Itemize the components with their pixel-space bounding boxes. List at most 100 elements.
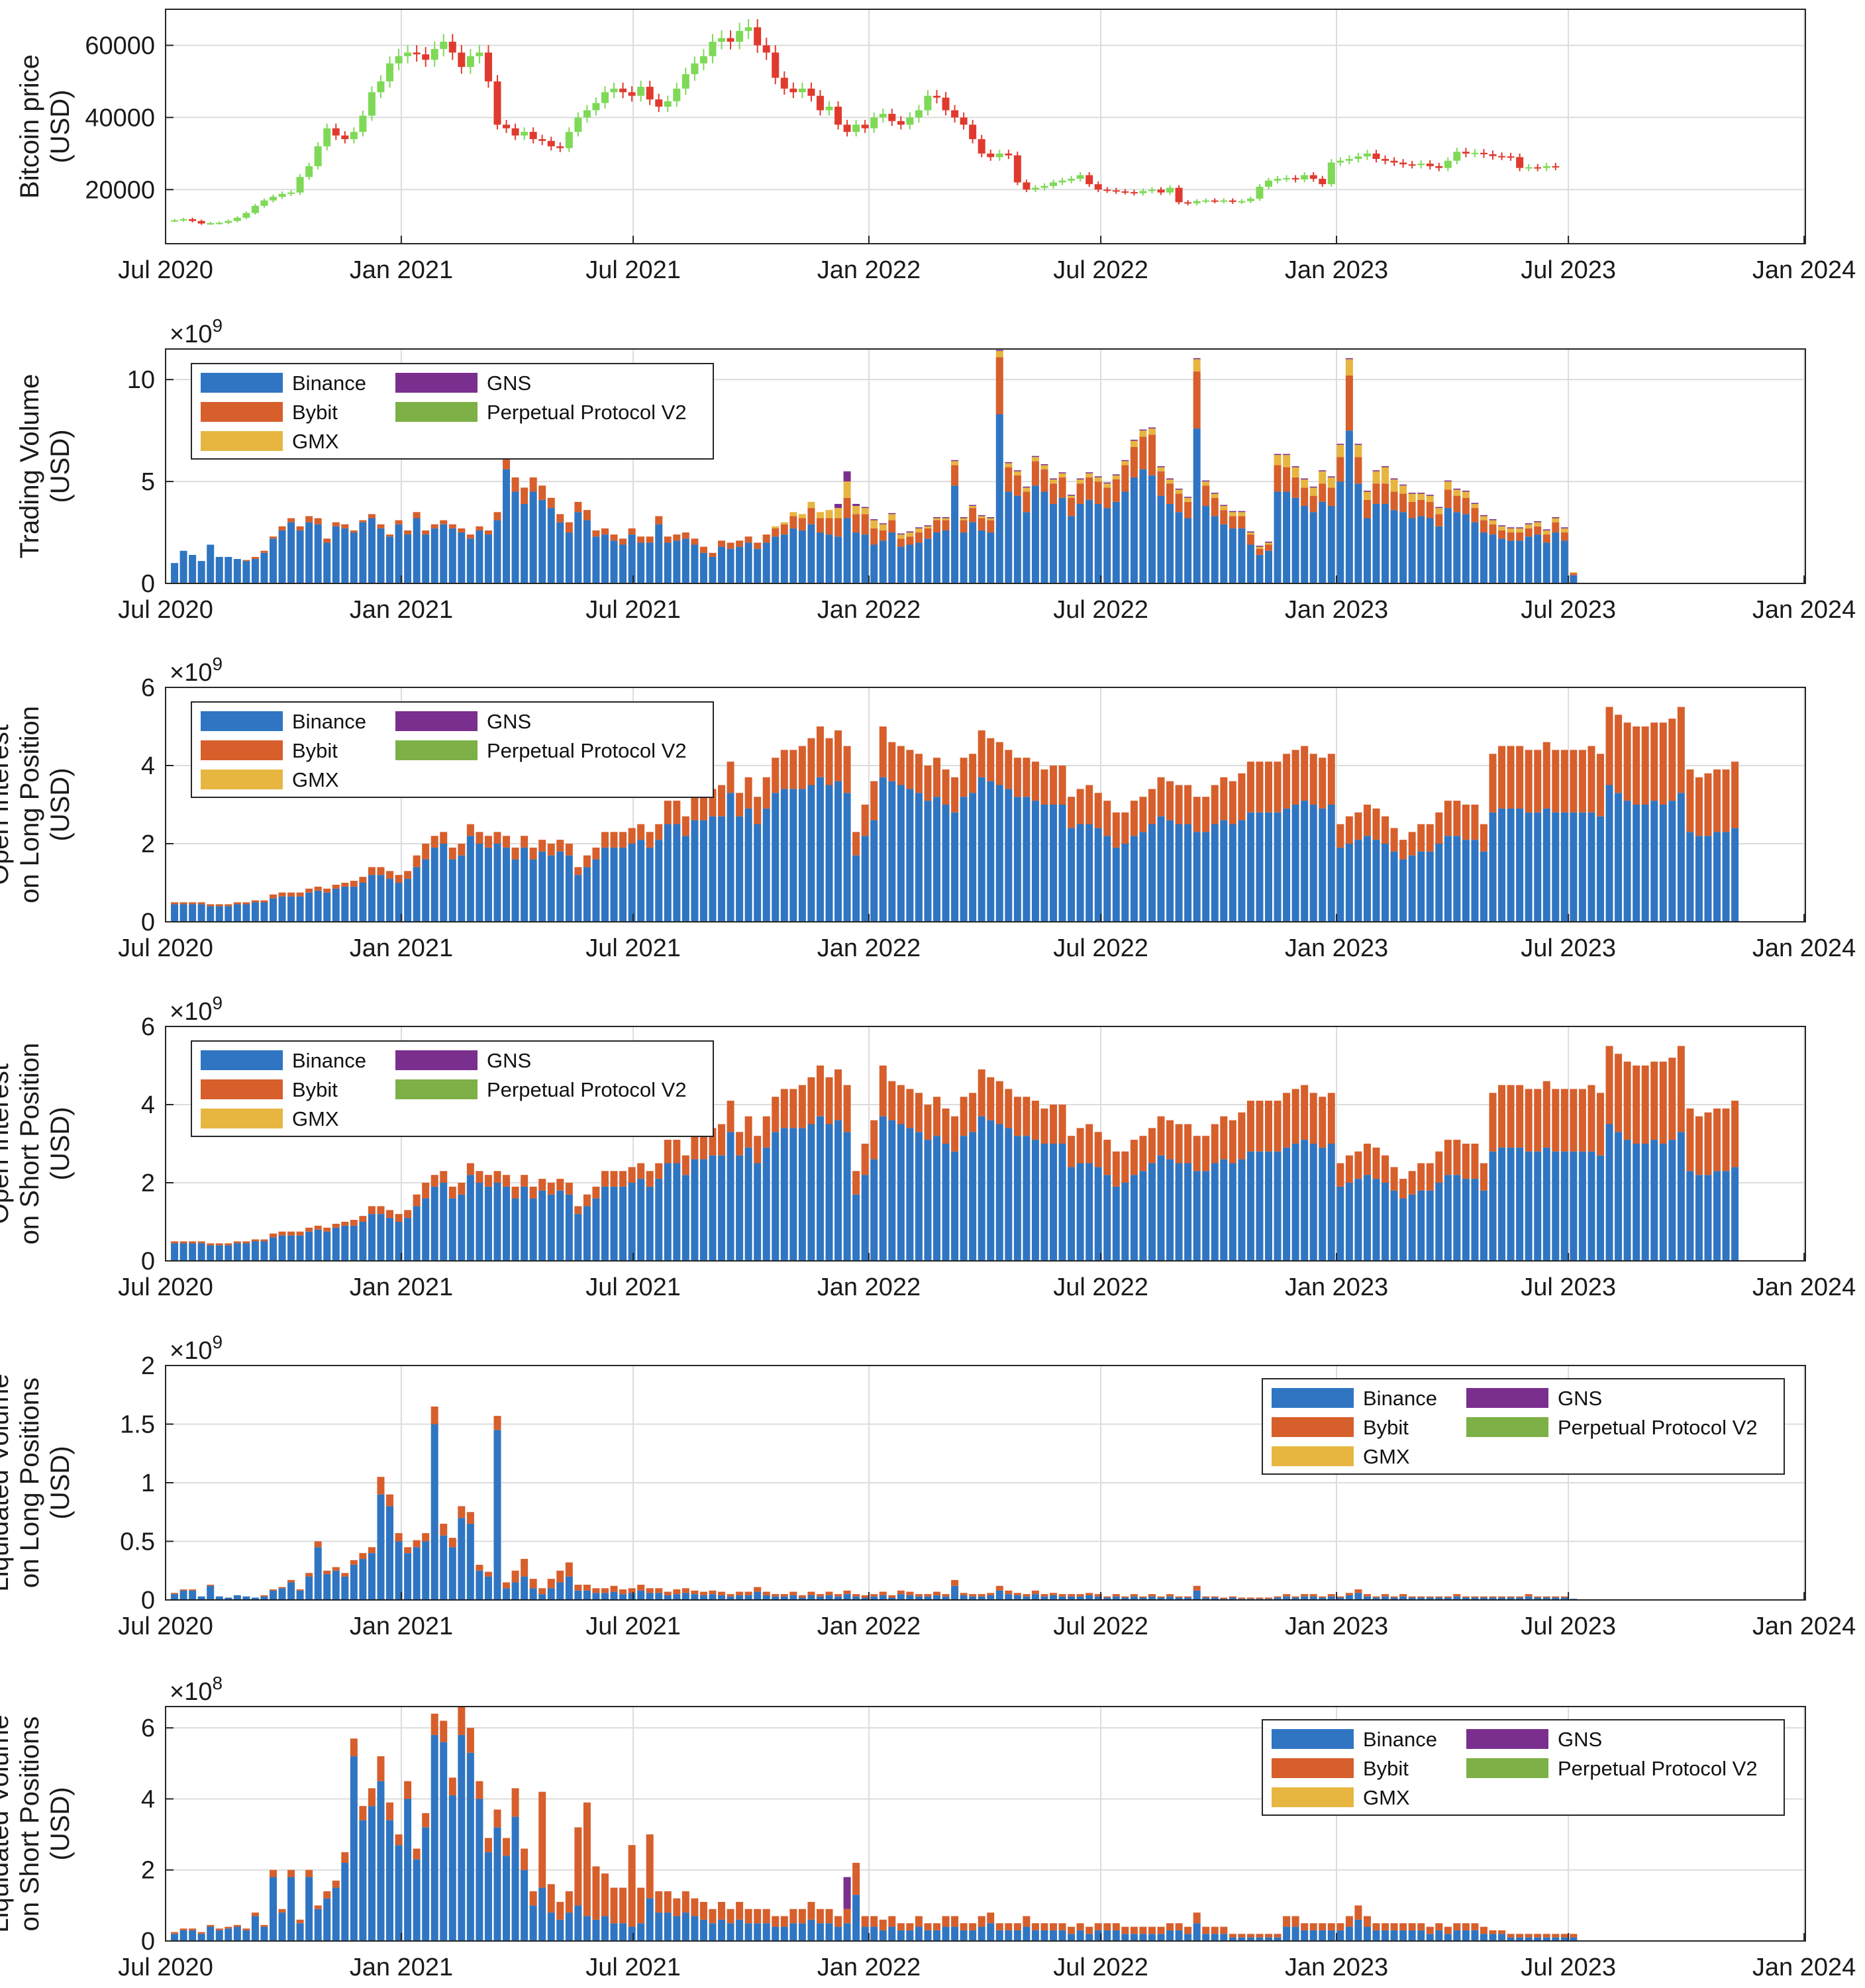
bar-segment-binance	[583, 1206, 591, 1261]
bar-segment-gns	[1211, 493, 1219, 494]
bar-segment-binance	[1246, 1937, 1254, 1941]
bar-segment-binance	[637, 1923, 645, 1941]
bar-segment-binance	[807, 1124, 815, 1261]
bar-segment-bybit	[995, 357, 1003, 415]
bar-segment-bybit	[1480, 1926, 1487, 1934]
bar-segment-bybit	[897, 538, 905, 547]
bar-segment-binance	[503, 847, 511, 922]
bar-segment-bybit	[592, 530, 600, 537]
bar-segment-binance	[1175, 1597, 1183, 1600]
bar-segment-bybit	[1525, 1089, 1533, 1152]
bar-segment-binance	[171, 563, 179, 583]
candle-body	[1363, 153, 1371, 157]
candle-body	[1211, 200, 1219, 202]
bar-segment-binance	[458, 1518, 466, 1600]
bar-segment-gns	[1175, 488, 1183, 490]
bar-segment-bybit	[1112, 1923, 1120, 1930]
bar-segment-binance	[225, 1245, 232, 1261]
bar-segment-binance	[1426, 518, 1434, 583]
bar-segment-binance	[807, 1919, 815, 1941]
bar-segment-bybit	[1246, 762, 1254, 813]
bar-segment-binance	[789, 789, 797, 922]
candle-body	[628, 92, 636, 96]
bar-segment-binance	[1130, 1175, 1138, 1261]
bar-segment-binance	[197, 1934, 205, 1941]
bar-segment-binance	[1246, 812, 1254, 922]
bar-segment-gns	[1040, 464, 1048, 466]
bar-segment-bybit	[888, 1081, 896, 1120]
bar-segment-bybit	[1336, 824, 1344, 848]
bar-segment-binance	[323, 542, 331, 583]
bar-segment-bybit	[305, 1227, 313, 1232]
bar-segment-binance	[762, 1147, 770, 1261]
bar-segment-bybit	[296, 892, 304, 897]
bar-segment-gmx	[1238, 512, 1246, 517]
bar-segment-bybit	[1094, 1594, 1102, 1597]
bar-segment-bybit	[628, 1588, 636, 1593]
bar-segment-bybit	[1372, 483, 1380, 504]
bar-segment-binance	[1256, 1937, 1264, 1941]
bar-segment-binance	[251, 1241, 259, 1261]
bar-segment-binance	[646, 1898, 654, 1941]
bar-segment-binance	[843, 518, 851, 583]
bar-segment-binance	[305, 1231, 313, 1261]
bar-segment-binance	[754, 1923, 762, 1941]
bar-segment-bybit	[1202, 1136, 1210, 1171]
candle-body	[493, 81, 501, 125]
bar-segment-binance	[448, 1795, 456, 1941]
y-tick-label: 4	[141, 752, 155, 780]
bar-segment-binance	[1435, 1930, 1443, 1941]
bar-segment-binance	[1462, 1930, 1470, 1941]
bar-segment-binance	[1023, 797, 1031, 922]
bar-segment-binance	[754, 824, 762, 922]
y-axis-label: on Short Position	[15, 1043, 44, 1245]
bar-segment-binance	[1264, 812, 1272, 922]
bar-segment-binance	[1157, 1934, 1165, 1941]
x-tick-label: Jul 2022	[1053, 1954, 1148, 1981]
bar-segment-binance	[1148, 1596, 1156, 1600]
bar-segment-binance	[915, 1926, 923, 1941]
bar-segment-bybit	[538, 1791, 546, 1888]
bar-segment-binance	[296, 530, 304, 583]
bar-segment-gmx	[1301, 479, 1309, 488]
legend-label-gmx: GMX	[292, 1107, 339, 1130]
bar-segment-bybit	[1229, 516, 1236, 528]
candle-body	[932, 95, 940, 98]
bar-segment-binance	[1507, 1597, 1515, 1600]
bar-segment-binance	[538, 1887, 546, 1941]
candle-body	[251, 205, 259, 213]
bar-segment-binance	[1435, 526, 1443, 583]
bar-segment-binance	[377, 528, 385, 583]
bar-segment-bybit	[332, 522, 340, 526]
bar-segment-binance	[637, 840, 645, 922]
bar-segment-binance	[664, 824, 672, 922]
bar-segment-binance	[1058, 497, 1066, 583]
bar-segment-binance	[1112, 501, 1120, 583]
bar-segment-bybit	[843, 1085, 851, 1132]
bar-segment-binance	[772, 1132, 780, 1261]
bar-segment-bybit	[323, 888, 331, 893]
bar-segment-binance	[1023, 512, 1031, 583]
bar-segment-bybit	[1327, 1923, 1335, 1930]
bar-segment-bybit	[1444, 1140, 1452, 1175]
candle-body	[341, 135, 349, 140]
bar-segment-bybit	[1542, 1596, 1550, 1598]
bar-segment-binance	[646, 1593, 654, 1600]
bar-segment-bybit	[413, 512, 421, 519]
bar-segment-bybit	[476, 1781, 483, 1799]
candle-body	[1516, 157, 1524, 168]
bar-segment-binance	[1005, 1930, 1013, 1941]
bar-segment-binance	[538, 499, 546, 583]
candle-body	[1417, 164, 1425, 166]
bar-segment-binance	[296, 1923, 304, 1941]
bar-segment-bybit	[251, 1239, 259, 1242]
bar-segment-binance	[565, 1194, 573, 1261]
bar-segment-bybit	[1489, 1596, 1497, 1598]
bar-segment-bybit	[798, 1909, 806, 1924]
bar-segment-bybit	[1633, 726, 1640, 805]
bar-segment-binance	[368, 518, 376, 583]
bar-segment-binance	[1390, 851, 1398, 922]
x-tick-label: Jul 2021	[585, 596, 681, 624]
bar-segment-bybit	[681, 816, 689, 836]
